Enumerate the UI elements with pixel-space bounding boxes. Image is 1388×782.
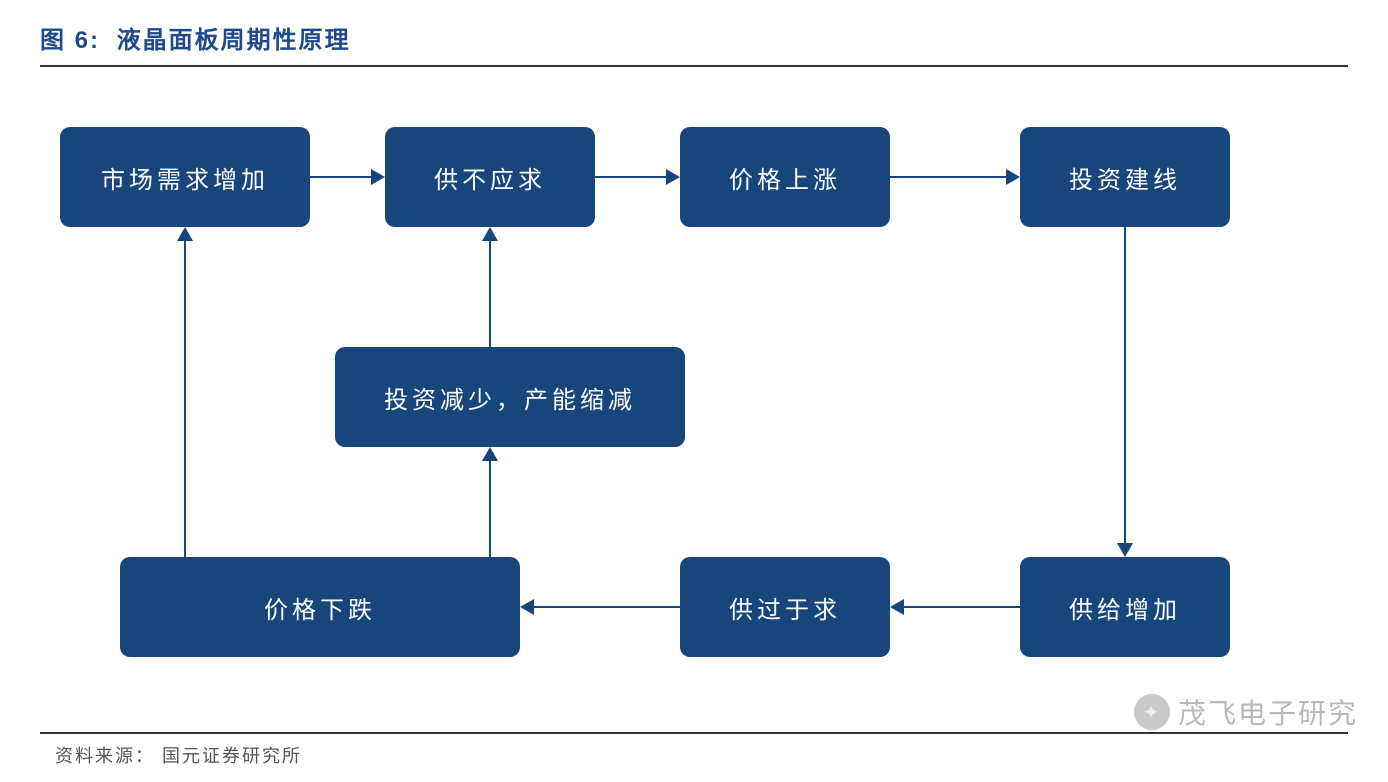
- flow-edge-n3-n4: [890, 176, 1006, 178]
- flow-edge-n7-n6: [534, 606, 680, 608]
- flow-node-n7: 供过于求: [680, 557, 890, 657]
- flow-edge-n1-n2: [310, 176, 371, 178]
- flow-node-n3: 价格上涨: [680, 127, 890, 227]
- watermark-text: 茂飞电子研究: [1178, 692, 1358, 732]
- flow-edge-n4-n8: [1124, 227, 1126, 543]
- title-prefix: 图 6:: [40, 27, 100, 54]
- arrow-head-icon: [482, 227, 498, 241]
- flow-edge-n6-n5: [489, 461, 491, 557]
- flow-node-n5: 投资减少，产能缩减: [335, 347, 685, 447]
- flow-edge-n6-n1: [184, 241, 186, 557]
- arrow-head-icon: [666, 169, 680, 185]
- source-line: 资料来源： 国元证券研究所: [55, 742, 302, 768]
- flow-node-n4: 投资建线: [1020, 127, 1230, 227]
- arrow-head-icon: [371, 169, 385, 185]
- flow-edge-n2-n3: [595, 176, 666, 178]
- arrow-head-icon: [482, 447, 498, 461]
- flow-edge-n8-n7: [904, 606, 1020, 608]
- arrow-head-icon: [1006, 169, 1020, 185]
- arrow-head-icon: [1117, 543, 1133, 557]
- bottom-rule: [40, 732, 1348, 734]
- title-text: 液晶面板周期性原理: [117, 27, 351, 54]
- figure-title: 图 6: 液晶面板周期性原理: [0, 0, 1388, 65]
- arrow-head-icon: [890, 599, 904, 615]
- flowchart-diagram: 市场需求增加供不应求价格上涨 投资建线投资减少，产能缩减价格下跌 供过于求 供给增加: [40, 67, 1348, 707]
- flow-node-n2: 供不应求: [385, 127, 595, 227]
- arrow-head-icon: [520, 599, 534, 615]
- arrow-head-icon: [177, 227, 193, 241]
- flow-node-n6: 价格下跌: [120, 557, 520, 657]
- flow-node-n1: 市场需求增加: [60, 127, 310, 227]
- flow-edge-n5-n2: [489, 241, 491, 347]
- source-label: 资料来源：: [55, 746, 155, 766]
- flow-node-n8: 供给增加: [1020, 557, 1230, 657]
- wechat-icon: ✦: [1134, 694, 1170, 730]
- source-value: 国元证券研究所: [162, 746, 302, 766]
- watermark: ✦ 茂飞电子研究: [1134, 692, 1358, 732]
